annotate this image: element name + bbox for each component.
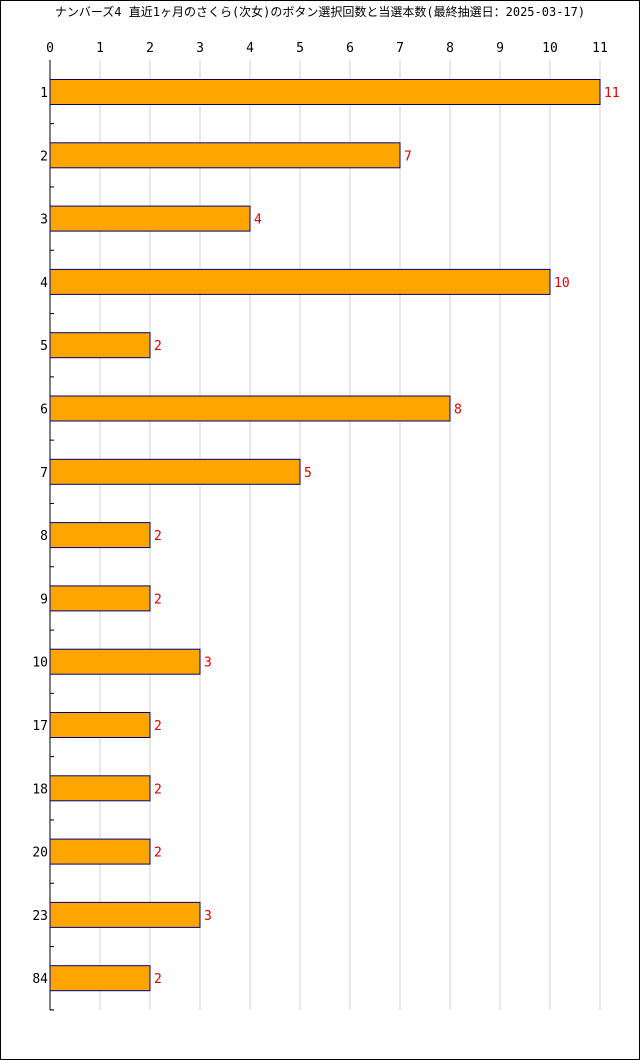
y-tick-label: 84 [32,972,48,987]
bar [49,79,601,105]
value-label: 10 [554,276,570,291]
bar [49,901,201,928]
value-label: 2 [154,782,162,797]
bar [49,395,451,422]
y-tick-label: 23 [32,909,48,924]
x-tick-label: 1 [96,41,104,56]
x-tick-label: 8 [446,41,454,56]
bar [49,268,551,295]
bar [49,332,151,359]
x-tick-label: 10 [542,41,558,56]
x-tick-label: 6 [346,41,354,56]
x-tick-label: 11 [592,41,608,56]
bar [49,648,201,675]
value-label: 2 [154,529,162,544]
x-tick-label: 5 [296,41,304,56]
bar [49,522,151,549]
bar [49,205,251,232]
value-label: 8 [454,403,462,418]
y-tick-label: 1 [40,86,48,101]
x-tick-label: 2 [146,41,154,56]
y-tick-label: 20 [32,846,48,861]
y-tick-label: 6 [40,403,48,418]
x-tick-label: 0 [46,41,54,56]
value-label: 3 [204,909,212,924]
value-label: 5 [304,466,312,481]
value-label: 2 [154,592,162,607]
y-tick-label: 4 [40,276,48,291]
bar [49,965,151,992]
value-label: 2 [154,339,162,354]
y-tick-label: 9 [40,592,48,607]
y-tick-label: 10 [32,656,48,671]
bar [49,458,301,485]
value-label: 3 [204,656,212,671]
x-tick-label: 4 [246,41,254,56]
y-tick-label: 8 [40,529,48,544]
value-label: 4 [254,213,262,228]
chart-title: ナンバーズ4 直近1ヶ月のさくら(次女)のボタン選択回数と当選本数(最終抽選日：… [54,5,586,19]
x-tick-label: 7 [396,41,404,56]
bar [49,775,151,802]
value-label: 2 [154,846,162,861]
y-tick-label: 17 [32,719,48,734]
y-tick-label: 3 [40,213,48,228]
y-tick-label: 7 [40,466,48,481]
bar [49,838,151,865]
y-tick-label: 18 [32,782,48,797]
bar [49,585,151,612]
value-label: 7 [404,149,412,164]
bar [49,142,401,169]
value-label: 2 [154,972,162,987]
y-tick-label: 5 [40,339,48,354]
y-tick-label: 2 [40,149,48,164]
x-tick-label: 9 [496,41,504,56]
x-tick-label: 3 [196,41,204,56]
value-label: 11 [604,86,620,101]
value-label: 2 [154,719,162,734]
bar [49,712,151,738]
